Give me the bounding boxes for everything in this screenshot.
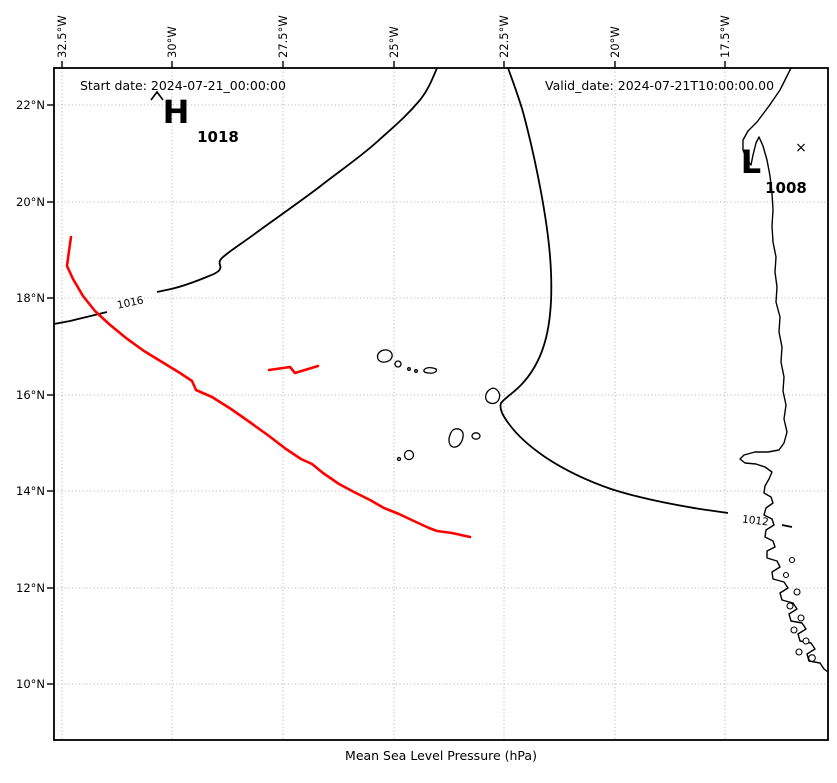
tick-label-lon-2: 27.5°W bbox=[276, 15, 290, 58]
tick-label-lon-4: 22.5°W bbox=[497, 15, 511, 58]
high-value: 1018 bbox=[197, 128, 239, 146]
tick-marks bbox=[47, 61, 726, 685]
tick-label-lon-6: 17.5°W bbox=[718, 15, 732, 58]
low-position-marker: × bbox=[795, 140, 807, 156]
tick-label-lat-3: 16°N bbox=[16, 388, 45, 402]
low-symbol: L bbox=[741, 143, 761, 181]
tick-label-lat-5: 12°N bbox=[16, 581, 45, 595]
tick-label-lon-0: 32.5°W bbox=[55, 15, 69, 58]
tick-label-lat-4: 14°N bbox=[16, 484, 45, 498]
low-value: 1008 bbox=[765, 179, 807, 197]
high-symbol: H bbox=[163, 93, 190, 131]
coastal-islets bbox=[782, 556, 816, 662]
tick-label-lon-5: 20°W bbox=[608, 26, 622, 58]
tick-label-lat-0: 22°N bbox=[16, 98, 45, 112]
longitude-tick-labels: 32.5°W 30°W 27.5°W 25°W 22.5°W 20°W 17.5… bbox=[55, 15, 732, 58]
contour-label-1012: 1012 bbox=[741, 513, 769, 528]
contour-1016 bbox=[53, 67, 438, 325]
contour-label-1016: 1016 bbox=[116, 294, 145, 311]
tick-label-lat-1: 20°N bbox=[16, 195, 45, 209]
gridlines bbox=[54, 68, 828, 740]
tropical-wave-line bbox=[65, 235, 472, 539]
latitude-tick-labels: 22°N 20°N 18°N 16°N 14°N 12°N 10°N bbox=[16, 98, 45, 691]
tick-label-lat-6: 10°N bbox=[16, 677, 45, 691]
start-date-annotation: Start date: 2024-07-21_00:00:00 bbox=[80, 78, 286, 93]
plot-border bbox=[53, 67, 829, 741]
cape-verde-islands bbox=[376, 349, 501, 462]
axis-title: Mean Sea Level Pressure (hPa) bbox=[345, 748, 537, 763]
tick-label-lon-3: 25°W bbox=[387, 26, 401, 58]
tick-label-lat-2: 18°N bbox=[16, 291, 45, 305]
valid-date-annotation: Valid_date: 2024-07-21T10:00:00.00 bbox=[545, 78, 774, 93]
contour-1012 bbox=[499, 67, 793, 528]
tropical-wave-segment bbox=[267, 364, 320, 375]
small-closed-contour-mark bbox=[150, 90, 164, 101]
africa-coastline bbox=[739, 67, 829, 673]
tick-label-lon-1: 30°W bbox=[165, 26, 179, 58]
